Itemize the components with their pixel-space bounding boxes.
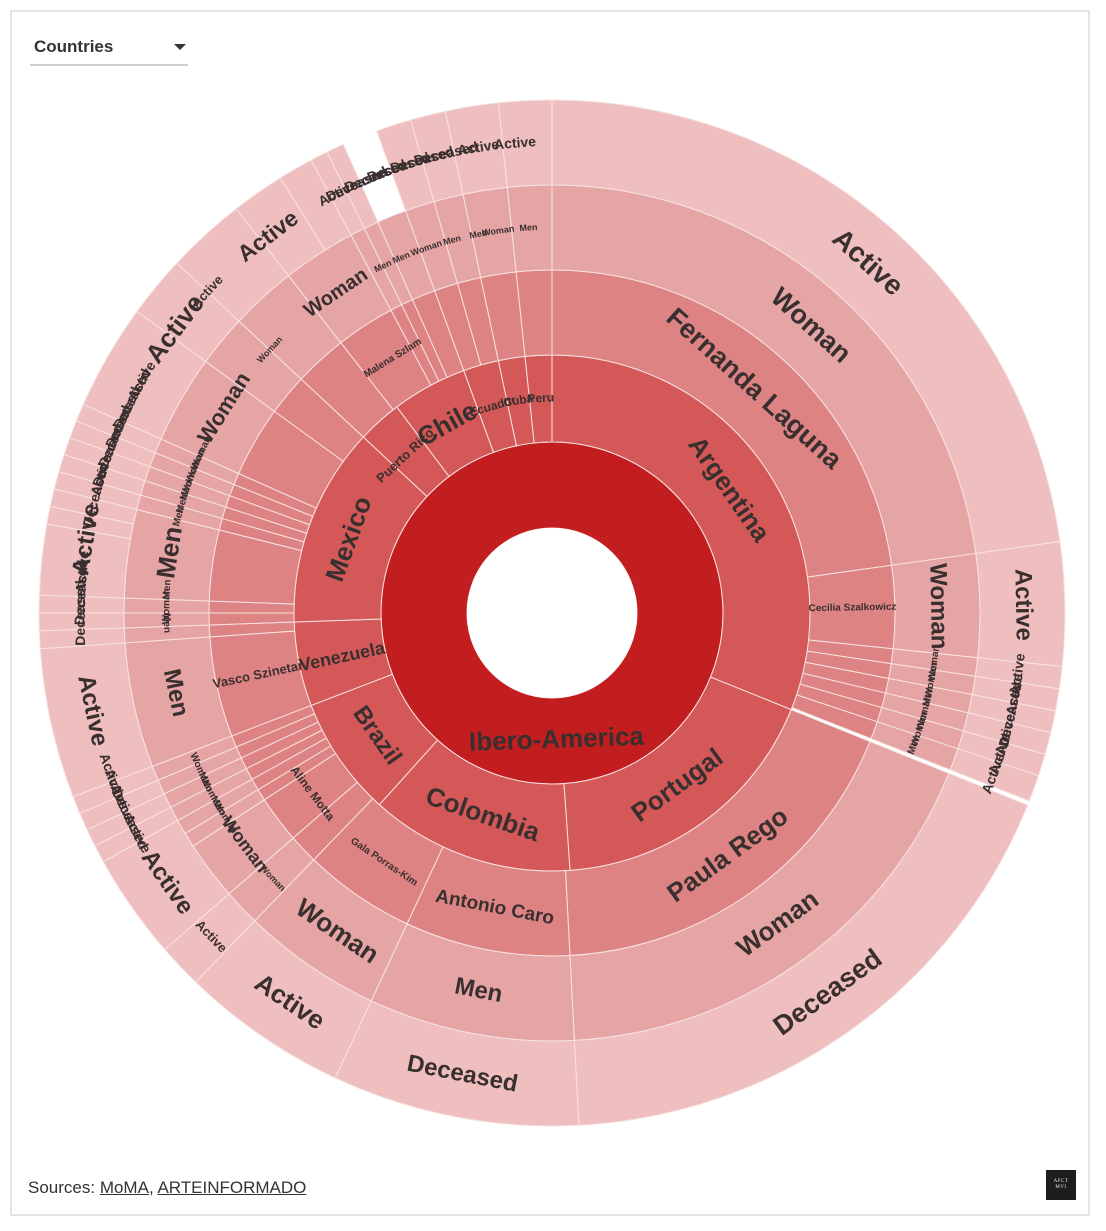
sources-line: Sources: MoMA, ARTEINFORMADO — [28, 1178, 306, 1198]
label-level4-deceased: Deceased — [71, 559, 90, 625]
label-level3-woman: Woman — [161, 588, 173, 624]
label-level0-ibero-america: Ibero-America — [469, 721, 645, 757]
sources-separator: , — [148, 1178, 158, 1197]
chevron-down-icon[interactable] — [174, 44, 186, 50]
label-level4-active: Active — [1007, 652, 1028, 696]
label-level1-cuba: Cuba — [502, 391, 534, 410]
segment-level4-active[interactable] — [949, 748, 1040, 802]
label-level4-active: Active — [72, 550, 92, 593]
source-link-arteinformado[interactable]: ARTEINFORMADO — [157, 1178, 307, 1197]
label-level1-peru: Peru — [527, 390, 554, 405]
label-level3-men: Men — [174, 492, 190, 514]
sources-prefix: Sources: — [28, 1178, 100, 1197]
dropdown-selected-label: Countries — [34, 37, 114, 56]
label-level3-men: Men — [171, 505, 187, 527]
label-level3-men: Men — [519, 222, 538, 233]
label-level4-active: Active — [456, 136, 500, 158]
label-level3-woman: Woman — [482, 223, 515, 237]
label-level3-men: Men — [161, 579, 173, 600]
label-level3-woman: Woman — [927, 645, 943, 682]
label-level4-deceased: Deceased — [72, 580, 88, 645]
center-hole — [467, 528, 637, 698]
countries-dropdown[interactable]: Countries — [30, 32, 188, 66]
segment-level4-active[interactable] — [497, 99, 553, 188]
label-level2-cecilia-szalkowicz: Cecilia Szalkowicz — [808, 602, 896, 615]
logo-text: AFCT MVI — [1053, 1179, 1069, 1190]
label-level3-men: Men — [442, 233, 462, 247]
label-level3-men: Men — [921, 685, 936, 707]
label-level4-active: Active — [1009, 569, 1037, 642]
source-link-moma[interactable]: MoMA — [99, 1178, 149, 1197]
label-level4-active: Active — [1003, 672, 1026, 716]
publisher-logo: AFCT MVI — [1046, 1170, 1076, 1200]
label-level3-men: Men — [161, 613, 173, 633]
label-level3-men: Men — [468, 227, 488, 240]
label-level3-woman: Woman — [924, 563, 953, 650]
sunburst-segments — [38, 99, 1066, 1127]
label-level4-active: Active — [493, 133, 536, 152]
